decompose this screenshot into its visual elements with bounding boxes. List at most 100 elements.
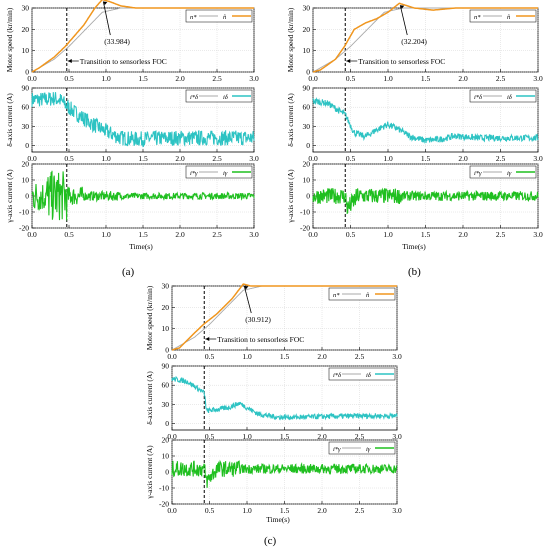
x-tick-label: 2.5 xyxy=(496,230,506,239)
y-axis-label: Motor speed (kr/min) xyxy=(145,285,154,350)
legend-label: iδ xyxy=(223,94,229,101)
y-tick-label: 20 xyxy=(303,25,311,34)
subplot-speed: 0 10 20 30 0.0 0.5 1.0 1.5 2.0 2.5 3.0 Motor speed … xyxy=(145,282,402,362)
x-tick-label: 0.0 xyxy=(167,432,177,441)
y-tick-label: 20 xyxy=(22,25,30,34)
x-tick-label: 0.0 xyxy=(167,352,177,361)
legend-box xyxy=(328,287,396,301)
y-tick-label: 30 xyxy=(162,400,170,409)
subplot-speed: 0 10 20 30 0.0 0.5 1.0 1.5 2.0 2.5 3.0 Motor speed … xyxy=(5,0,259,83)
x-tick-label: 3.0 xyxy=(249,230,259,239)
y-tick-label: 10 xyxy=(303,46,311,55)
transition-label: Transition to sensorless FOC xyxy=(217,335,304,344)
x-tick-label: 2.5 xyxy=(355,432,365,441)
legend-label: iγ xyxy=(366,446,371,453)
y-tick-label: -10 xyxy=(19,208,29,217)
y-tick-label: 20 xyxy=(22,160,30,169)
x-tick-label: 2.0 xyxy=(175,154,185,163)
series-line-measured xyxy=(31,170,255,221)
legend-label: n̂ xyxy=(223,14,226,21)
x-tick-label: 1.0 xyxy=(383,154,393,163)
peak-value-label: (33.984) xyxy=(104,37,130,46)
x-tick-label: 0.5 xyxy=(64,74,74,83)
legend-label: n̂ xyxy=(366,292,369,299)
x-tick-label: 1.5 xyxy=(421,154,431,163)
x-tick-label: 0.5 xyxy=(205,506,215,515)
x-tick-label: 0.5 xyxy=(205,352,215,361)
x-tick-label: 0.5 xyxy=(346,154,356,163)
x-axis-label: Time(s) xyxy=(129,242,153,251)
x-tick-label: 0.0 xyxy=(308,230,318,239)
y-tick-label: 20 xyxy=(162,436,170,445)
x-tick-label: 1.5 xyxy=(421,74,431,83)
series-line-measured xyxy=(312,187,539,215)
y-tick-label: 90 xyxy=(162,362,170,371)
x-tick-label: 2.0 xyxy=(458,154,468,163)
legend-label: n* xyxy=(190,14,197,21)
x-tick-label: 1.5 xyxy=(138,154,148,163)
x-tick-label: 1.0 xyxy=(101,154,111,163)
y-tick-label: 0 xyxy=(25,192,29,201)
peak-arrow xyxy=(243,285,252,314)
x-tick-label: 2.5 xyxy=(355,506,365,515)
x-tick-label: 1.0 xyxy=(101,74,111,83)
legend-label: iγ xyxy=(223,170,228,177)
transition-label: Transition to sensorless FOC xyxy=(358,57,445,66)
x-tick-label: 1.5 xyxy=(280,352,290,361)
y-tick-label: 10 xyxy=(303,176,311,185)
chart-panel-c: 0 10 20 30 0.0 0.5 1.0 1.5 2.0 2.5 3.0 Motor speed … xyxy=(145,282,402,525)
legend-box xyxy=(328,441,396,455)
legend-label: n* xyxy=(333,292,340,299)
y-axis-label: Motor speed (kr/min) xyxy=(5,7,14,72)
y-axis-label: γ-axis current (A) xyxy=(5,169,14,224)
panel-label-a: (a) xyxy=(122,266,135,278)
legend-label: i*γ xyxy=(474,170,482,177)
x-tick-label: 1.0 xyxy=(383,230,393,239)
panel-label-b: (b) xyxy=(408,266,421,278)
x-tick-label: 0.0 xyxy=(308,74,318,83)
x-tick-label: 1.0 xyxy=(242,432,252,441)
legend: n* n̂ xyxy=(328,287,396,301)
transition-arrowhead xyxy=(205,337,210,341)
x-tick-label: 1.0 xyxy=(242,352,252,361)
x-tick-label: 2.0 xyxy=(317,432,327,441)
legend-box xyxy=(185,89,253,103)
x-tick-label: 0.0 xyxy=(308,154,318,163)
y-tick-label: 10 xyxy=(162,324,170,333)
y-tick-label: 90 xyxy=(303,84,311,93)
x-tick-label: 2.5 xyxy=(212,154,222,163)
y-tick-label: 30 xyxy=(162,282,170,291)
transition-label: Transition to sensorless FOC xyxy=(80,57,167,66)
legend: i*δ iδ xyxy=(328,367,396,381)
series-line-estimate xyxy=(312,2,538,73)
peak-arrowhead xyxy=(103,1,108,6)
y-tick-label: -10 xyxy=(159,484,169,493)
y-tick-label: 30 xyxy=(22,122,30,131)
x-tick-label: 2.0 xyxy=(458,230,468,239)
chart-panel-a: 0 10 20 30 0.0 0.5 1.0 1.5 2.0 2.5 3.0 Motor speed … xyxy=(5,0,259,251)
x-tick-label: 2.5 xyxy=(355,352,365,361)
x-axis-label: Time(s) xyxy=(402,242,426,251)
subplot-d-current: 0 30 60 90 0.0 0.5 1.0 1.5 2.0 2.5 3.0 δ-axis curre… xyxy=(286,84,543,164)
y-tick-label: 90 xyxy=(22,84,30,93)
peak-value-label: (32.204) xyxy=(401,37,427,46)
peak-arrowhead xyxy=(244,286,249,290)
x-tick-label: 2.5 xyxy=(496,154,506,163)
series-line-measured xyxy=(312,96,539,144)
transition-arrowhead xyxy=(67,59,72,63)
x-tick-label: 0.0 xyxy=(27,74,37,83)
x-tick-label: 0.0 xyxy=(27,230,37,239)
legend: i*δ iδ xyxy=(469,89,537,103)
x-tick-label: 3.0 xyxy=(533,74,543,83)
y-tick-label: -20 xyxy=(159,500,169,509)
series-line-measured xyxy=(171,375,398,421)
series-line-estimate xyxy=(171,283,397,351)
x-tick-label: 1.5 xyxy=(280,432,290,441)
x-tick-label: 2.5 xyxy=(212,74,222,83)
legend-box xyxy=(469,89,537,103)
legend-label: i*δ xyxy=(474,94,483,101)
x-tick-label: 3.0 xyxy=(392,506,402,515)
x-tick-label: 3.0 xyxy=(533,230,543,239)
x-tick-label: 0.5 xyxy=(346,230,356,239)
legend-label: i*γ xyxy=(190,170,198,177)
